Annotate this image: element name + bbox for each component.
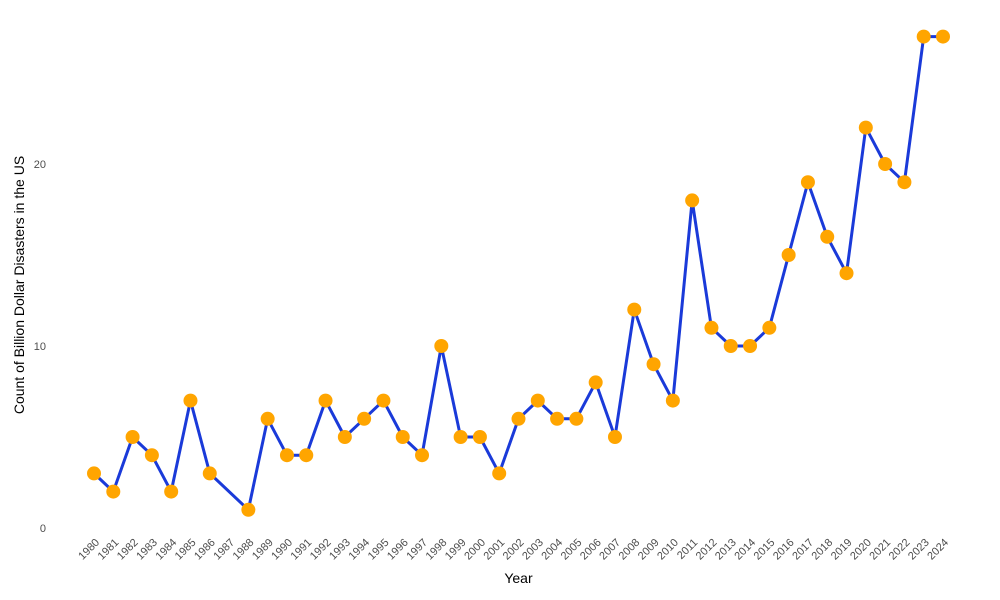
data-point — [492, 466, 507, 481]
data-point — [318, 393, 333, 408]
x-tick-label: 2009 — [636, 537, 662, 563]
data-point — [511, 411, 526, 426]
x-tick-label: 2000 — [462, 537, 488, 563]
x-tick-label: 2024 — [925, 537, 951, 563]
data-point — [800, 175, 815, 190]
x-tick-label: 2022 — [887, 537, 913, 563]
x-tick-label: 2014 — [732, 537, 758, 563]
x-tick-label: 1999 — [443, 537, 469, 563]
x-tick-label: 2001 — [482, 537, 508, 563]
x-tick-label: 2008 — [617, 537, 643, 563]
data-point — [685, 193, 700, 208]
x-tick-label: 1990 — [269, 537, 295, 563]
data-point — [472, 430, 487, 444]
data-point — [897, 175, 912, 190]
data-point — [87, 466, 101, 481]
data-point — [202, 466, 217, 481]
y-tick-label: 0 — [40, 523, 46, 535]
data-point — [665, 393, 680, 408]
data-point — [878, 157, 893, 171]
x-tick-label: 1995 — [366, 537, 392, 563]
x-axis-ticks: 1980198119821983198419851986198719881989… — [76, 537, 951, 563]
data-point — [743, 339, 758, 353]
y-tick-label: 10 — [34, 341, 46, 353]
data-point — [839, 266, 854, 281]
x-tick-label: 2013 — [713, 537, 739, 563]
x-tick-label: 1984 — [154, 537, 180, 563]
x-tick-label: 2012 — [694, 537, 720, 563]
x-tick-label: 1985 — [173, 537, 199, 563]
x-tick-label: 2004 — [539, 537, 565, 563]
x-tick-label: 2006 — [578, 537, 604, 563]
x-tick-label: 1998 — [424, 537, 450, 563]
x-tick-label: 2020 — [848, 537, 874, 563]
data-point — [144, 448, 159, 463]
x-tick-label: 2023 — [906, 537, 932, 563]
data-point — [260, 411, 275, 426]
x-tick-label: 1991 — [289, 537, 315, 563]
x-tick-label: 2011 — [675, 537, 700, 562]
x-tick-label: 1997 — [404, 537, 430, 563]
x-tick-label: 2010 — [655, 537, 681, 563]
data-point — [453, 430, 468, 444]
x-tick-label: 1989 — [250, 537, 276, 563]
data-point — [781, 248, 796, 262]
data-point — [646, 357, 661, 372]
x-tick-label: 2002 — [501, 537, 527, 563]
x-tick-label: 2016 — [771, 537, 797, 563]
data-point — [936, 29, 950, 44]
data-point — [762, 320, 777, 335]
data-point — [395, 430, 410, 444]
x-tick-label: 1986 — [192, 537, 218, 563]
x-tick-label: 1993 — [327, 537, 353, 563]
data-point — [337, 430, 352, 444]
data-point — [241, 502, 256, 517]
y-axis-title: Count of Billion Dollar Disasters in the… — [11, 156, 27, 414]
x-tick-label: 1982 — [115, 537, 141, 563]
x-tick-label: 2017 — [790, 537, 816, 563]
x-tick-label: 1992 — [308, 537, 334, 563]
data-point — [299, 448, 314, 463]
data-point — [415, 448, 430, 463]
x-tick-label: 1996 — [385, 537, 411, 563]
x-tick-label: 2003 — [520, 537, 546, 563]
x-tick-label: 2021 — [867, 537, 893, 563]
series-line — [92, 35, 945, 512]
data-point — [434, 339, 449, 353]
y-tick-label: 20 — [34, 159, 46, 171]
x-tick-label: 1981 — [96, 537, 122, 563]
data-point — [550, 411, 565, 426]
x-tick-label: 2015 — [752, 537, 778, 563]
x-tick-label: 2018 — [810, 537, 836, 563]
data-point — [858, 120, 873, 135]
y-axis-ticks: 0 10 20 — [34, 159, 46, 535]
x-axis-title: Year — [504, 570, 533, 586]
x-tick-label: 1980 — [76, 537, 102, 563]
data-point — [607, 430, 622, 444]
x-tick-label: 1983 — [134, 537, 160, 563]
x-tick-label: 1987 — [211, 537, 237, 563]
data-point — [125, 430, 140, 444]
x-tick-label: 2019 — [829, 537, 855, 563]
data-point — [723, 339, 738, 353]
data-point — [357, 411, 372, 426]
data-point — [820, 229, 835, 244]
data-point — [279, 448, 294, 463]
data-point — [569, 411, 584, 426]
data-point — [588, 375, 603, 390]
x-tick-label: 2007 — [597, 537, 623, 563]
x-tick-label: 1988 — [231, 537, 257, 563]
data-point — [627, 302, 642, 317]
data-point — [164, 484, 179, 499]
data-points — [87, 29, 950, 517]
data-point — [106, 484, 121, 499]
x-tick-label: 1994 — [346, 537, 372, 563]
data-point — [530, 393, 545, 408]
data-point — [376, 393, 391, 408]
data-point — [704, 320, 719, 335]
data-point — [916, 29, 931, 44]
x-tick-label: 2005 — [559, 537, 585, 563]
data-point — [183, 393, 198, 408]
